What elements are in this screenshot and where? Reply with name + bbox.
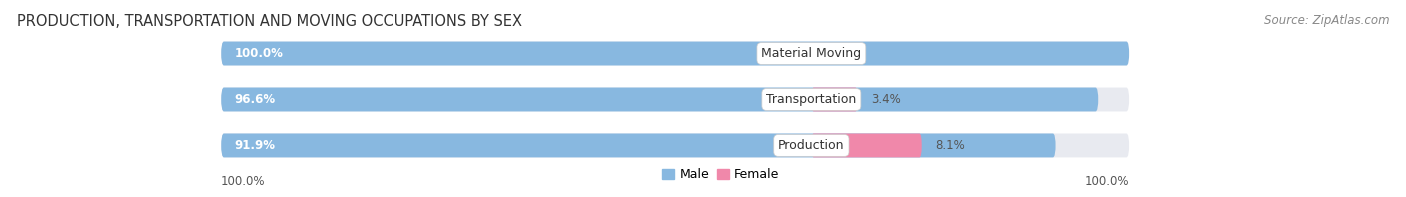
Text: 100.0%: 100.0% xyxy=(235,47,284,60)
Text: 91.9%: 91.9% xyxy=(235,139,276,152)
FancyBboxPatch shape xyxy=(811,134,922,157)
Text: 100.0%: 100.0% xyxy=(221,175,266,188)
FancyBboxPatch shape xyxy=(221,134,1129,157)
Text: Production: Production xyxy=(778,139,845,152)
Text: 100.0%: 100.0% xyxy=(1084,175,1129,188)
Text: Source: ZipAtlas.com: Source: ZipAtlas.com xyxy=(1264,14,1389,27)
Legend: Male, Female: Male, Female xyxy=(662,168,779,181)
FancyBboxPatch shape xyxy=(221,87,1129,112)
Text: 3.4%: 3.4% xyxy=(872,93,901,106)
FancyBboxPatch shape xyxy=(221,87,1098,112)
Text: 0.0%: 0.0% xyxy=(825,47,855,60)
FancyBboxPatch shape xyxy=(221,134,1056,157)
FancyBboxPatch shape xyxy=(221,42,1129,65)
FancyBboxPatch shape xyxy=(221,42,1129,65)
Text: PRODUCTION, TRANSPORTATION AND MOVING OCCUPATIONS BY SEX: PRODUCTION, TRANSPORTATION AND MOVING OC… xyxy=(17,14,522,29)
Text: Material Moving: Material Moving xyxy=(761,47,862,60)
Text: 96.6%: 96.6% xyxy=(235,93,276,106)
Text: Transportation: Transportation xyxy=(766,93,856,106)
FancyBboxPatch shape xyxy=(811,87,858,112)
Text: 8.1%: 8.1% xyxy=(935,139,965,152)
